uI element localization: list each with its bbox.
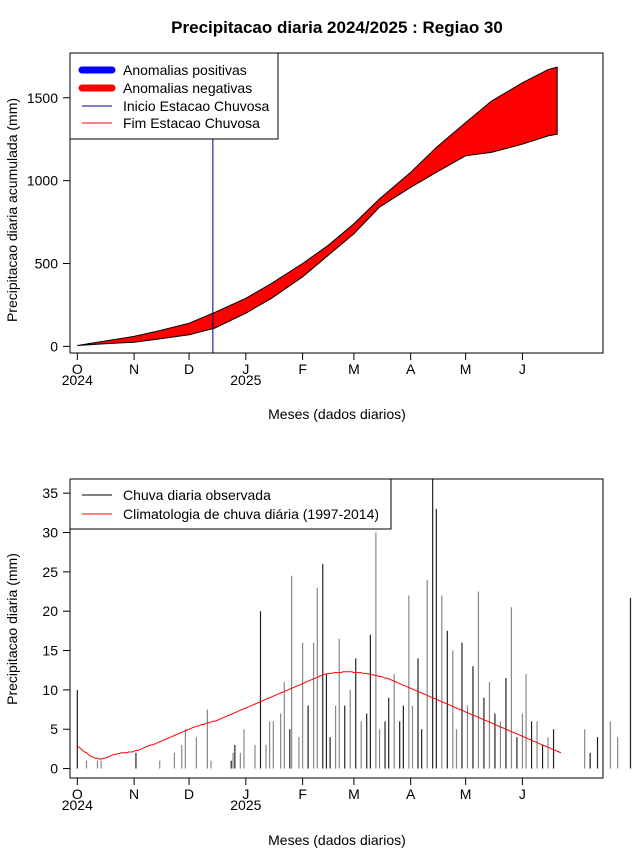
plot-frame xyxy=(69,52,604,354)
y-axis-label: Precipitacao diaria acumulada (mm) xyxy=(4,98,20,322)
legend: Anomalias positivas Anomalias negativas … xyxy=(69,52,279,140)
legend-label: Anomalias negativas xyxy=(123,80,252,96)
observed-bars xyxy=(76,479,632,769)
x-tick-label: M xyxy=(348,361,360,377)
negative-anomaly-fill xyxy=(77,66,558,346)
x-tick-label: J xyxy=(519,361,526,377)
legend-label: Anomalias positivas xyxy=(123,62,247,78)
x-tick-label: O xyxy=(72,361,83,377)
climatology-line xyxy=(77,671,562,760)
year-label: 2024 xyxy=(62,372,93,388)
legend-label: Inicio Estacao Chuvosa xyxy=(123,98,270,114)
x-tick-label: O xyxy=(72,786,83,802)
y-tick-label: 0 xyxy=(50,338,58,354)
y-axis-ticks: 0 500 1000 1500 xyxy=(27,90,70,354)
x-tick-label: D xyxy=(184,786,194,802)
legend: Chuva diaria observada Climatologia de c… xyxy=(69,478,392,530)
x-tick-label: M xyxy=(460,786,472,802)
y-tick-label: 30 xyxy=(42,525,58,541)
x-tick-label: J xyxy=(242,786,249,802)
x-tick-label: N xyxy=(129,361,139,377)
y-tick-label: 1000 xyxy=(27,173,58,189)
chart-title: Precipitacao diaria 2024/2025 : Regiao 3… xyxy=(171,18,503,37)
y-tick-label: 35 xyxy=(42,485,58,501)
y-tick-label: 20 xyxy=(42,603,58,619)
cumulative-panel: 0 500 1000 1500 O N D J F M A M J 2024 2025 Meses (da… xyxy=(4,52,604,422)
x-axis-label: Meses (dados diarios) xyxy=(268,832,406,848)
y-axis-ticks: 0 5 10 15 20 25 30 35 xyxy=(42,485,70,777)
y-tick-label: 0 xyxy=(50,761,58,777)
x-tick-label: A xyxy=(406,786,416,802)
anomaly-area xyxy=(77,66,558,346)
x-axis-ticks: O N D J F M A M J 2024 2025 xyxy=(62,778,526,813)
y-tick-label: 10 xyxy=(42,682,58,698)
x-tick-label: N xyxy=(129,786,139,802)
x-tick-label: F xyxy=(298,786,307,802)
y-tick-label: 5 xyxy=(50,721,58,737)
x-tick-label: M xyxy=(460,361,472,377)
x-axis-ticks: O N D J F M A M J 2024 2025 xyxy=(62,353,526,388)
year-label: 2025 xyxy=(230,372,261,388)
y-axis-label: Precipitacao diaria (mm) xyxy=(4,553,20,705)
y-tick-label: 500 xyxy=(35,255,59,271)
year-label: 2025 xyxy=(230,797,261,813)
x-tick-label: D xyxy=(184,361,194,377)
x-tick-label: F xyxy=(298,361,307,377)
x-tick-label: A xyxy=(406,361,416,377)
legend-label: Climatologia de chuva diária (1997-2014) xyxy=(123,506,379,522)
legend-label: Chuva diaria observada xyxy=(123,487,271,503)
x-tick-label: M xyxy=(348,786,360,802)
y-tick-label: 15 xyxy=(42,643,58,659)
x-tick-label: J xyxy=(242,361,249,377)
y-tick-label: 1500 xyxy=(27,90,58,106)
x-tick-label: J xyxy=(519,786,526,802)
x-axis-label: Meses (dados diarios) xyxy=(268,406,406,422)
y-tick-label: 25 xyxy=(42,564,58,580)
legend-label: Fim Estacao Chuvosa xyxy=(123,115,260,131)
year-label: 2024 xyxy=(62,797,93,813)
